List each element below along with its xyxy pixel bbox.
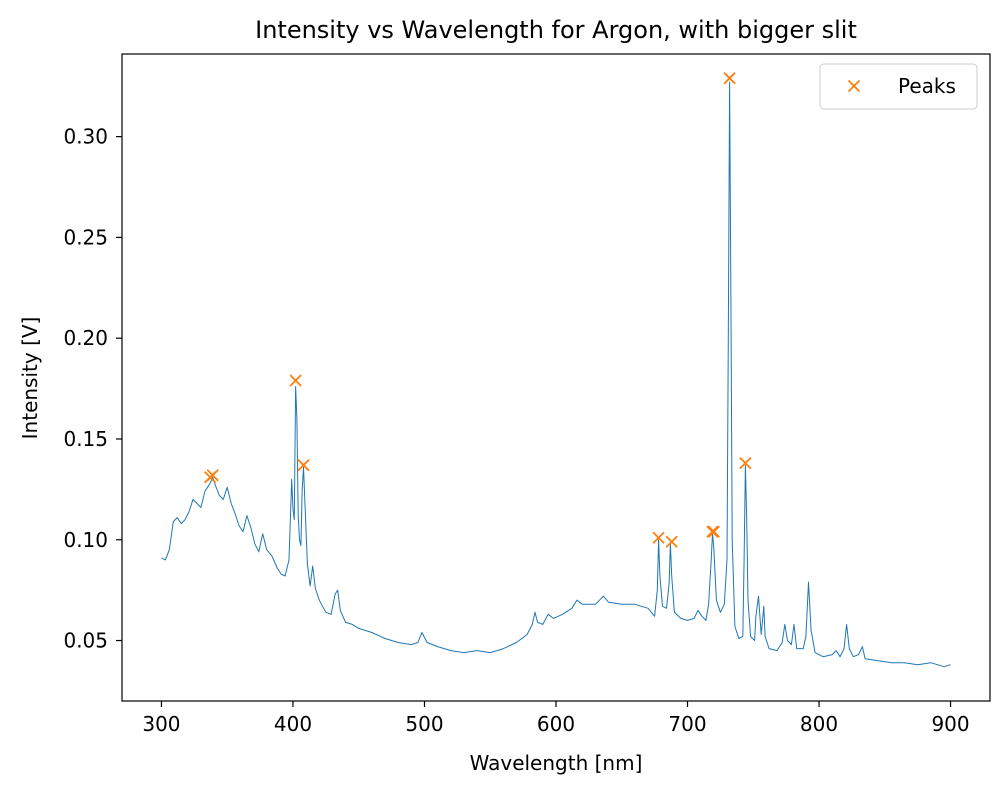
spectrum-line (161, 81, 951, 668)
x-tick-label: 600 (537, 712, 575, 736)
y-tick-label: 0.25 (63, 225, 108, 249)
peak-marker (206, 469, 219, 482)
legend-peaks-marker (847, 79, 861, 93)
peak-marker (707, 525, 720, 538)
peak-marker (665, 535, 678, 548)
legend-box (819, 63, 978, 110)
x-tick-label: 700 (668, 712, 706, 736)
x-tick-label: 900 (931, 712, 969, 736)
legend-peaks-label: Peaks (898, 74, 956, 98)
x-tick-label: 400 (274, 712, 312, 736)
x-tick-label: 800 (800, 712, 838, 736)
peak-marker (289, 374, 302, 387)
y-axis-label: Intensity [V] (18, 317, 42, 440)
x-axis-label: Wavelength [nm] (470, 751, 643, 775)
y-tick-label: 0.05 (63, 629, 108, 653)
peak-marker (706, 525, 719, 538)
peak-marker (739, 457, 752, 470)
peak-marker (652, 531, 665, 544)
x-tick-label: 300 (142, 712, 180, 736)
peak-marker (297, 459, 310, 472)
y-tick-label: 0.10 (63, 528, 108, 552)
y-tick-label: 0.30 (63, 125, 108, 149)
peak-marker (723, 72, 736, 85)
y-tick-label: 0.20 (63, 326, 108, 350)
chart-title: Intensity vs Wavelength for Argon, with … (255, 16, 857, 44)
x-tick-label: 500 (405, 712, 443, 736)
y-tick-label: 0.15 (63, 427, 108, 451)
